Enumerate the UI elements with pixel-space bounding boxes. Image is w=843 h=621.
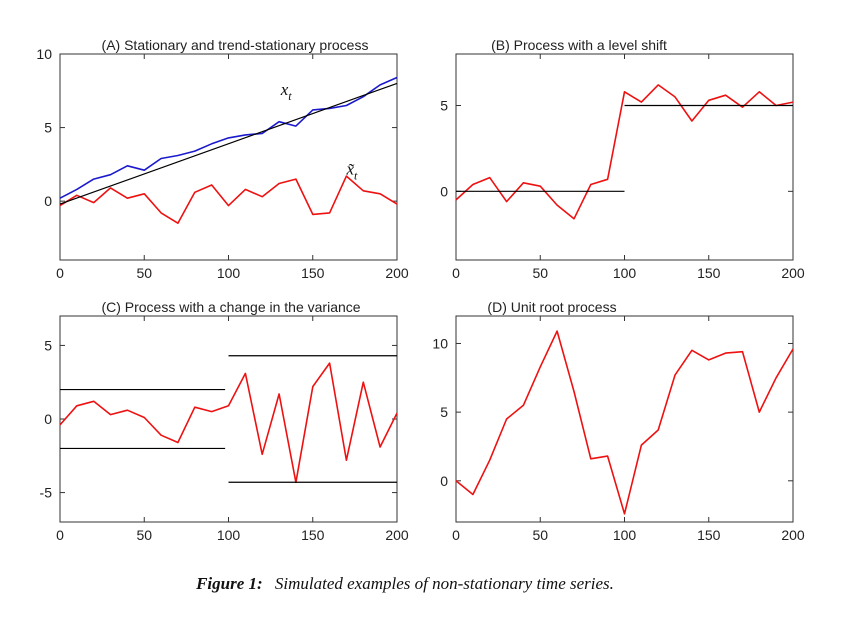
annotation-subscript: t [288, 89, 292, 103]
y-tick-label: 10 [432, 335, 448, 351]
panel-d: (D) Unit root process 0 50 100 150 200 0 5 10 [432, 299, 804, 543]
x-tick-label: 50 [136, 527, 152, 543]
x-tick-label: 200 [385, 265, 409, 281]
y-tick-label: 0 [44, 193, 52, 209]
x-tick-label: 200 [781, 265, 805, 281]
panel-b: (B) Process with a level shift 0 50 100 150… [440, 37, 805, 281]
series-line-unit-root [455, 330, 794, 515]
y-tick-label: 0 [440, 473, 448, 489]
svg-text:Figure 1: Simulated exam: Figure 1: Simulated examples of non-stat… [195, 574, 614, 593]
series-line-x_t [59, 76, 398, 199]
x-tick-label: 150 [697, 527, 721, 543]
series-annotation: xt [280, 80, 293, 103]
y-tick-label: 5 [44, 120, 52, 136]
plot-frame [59, 315, 398, 523]
annotation-label: x̃ [345, 160, 354, 179]
panel-b-title: (B) Process with a level shift [491, 37, 667, 53]
x-tick-label: 50 [136, 265, 152, 281]
y-tick-label: 5 [44, 337, 52, 353]
annotation-label: x [280, 80, 289, 99]
caption-text: Simulated examples of non-stationary tim… [275, 574, 614, 593]
x-tick-label: 50 [532, 265, 548, 281]
series-line-variance-change [59, 362, 398, 484]
panel-a: (A) Stationary and trend-stationary proc… [36, 37, 408, 281]
x-tick-label: 150 [697, 265, 721, 281]
x-tick-label: 0 [56, 265, 64, 281]
caption-lead: Figure 1: [195, 574, 263, 593]
x-tick-label: 0 [452, 265, 460, 281]
panel-c-title: (C) Process with a change in the varianc… [101, 299, 360, 315]
x-tick-label: 100 [613, 265, 637, 281]
series-line-level-shift [455, 84, 794, 220]
x-tick-label: 0 [56, 527, 64, 543]
x-tick-label: 100 [217, 265, 241, 281]
y-tick-label: -5 [40, 485, 53, 501]
x-tick-label: 200 [781, 527, 805, 543]
annotation-subscript: t [354, 169, 358, 183]
y-tick-label: 5 [440, 98, 448, 114]
panel-d-title: (D) Unit root process [487, 299, 616, 315]
x-tick-label: 150 [301, 265, 325, 281]
y-tick-label: 5 [440, 404, 448, 420]
x-tick-label: 200 [385, 527, 409, 543]
x-tick-label: 100 [217, 527, 241, 543]
series-line-x̃_t [59, 175, 398, 224]
x-tick-label: 50 [532, 527, 548, 543]
figure-caption: Figure 1: Simulated examples of non-stat… [195, 574, 614, 593]
reference-line-trend [59, 82, 398, 205]
plot-frame [59, 53, 398, 261]
x-tick-label: 150 [301, 527, 325, 543]
panel-a-title: (A) Stationary and trend-stationary proc… [102, 37, 369, 53]
x-tick-label: 0 [452, 527, 460, 543]
panel-c: (C) Process with a change in the varianc… [40, 299, 409, 543]
y-tick-label: 10 [36, 46, 52, 62]
x-tick-label: 100 [613, 527, 637, 543]
series-annotation: x̃t [345, 160, 358, 183]
y-tick-label: 0 [44, 411, 52, 427]
y-tick-label: 0 [440, 183, 448, 199]
plot-frame [455, 53, 794, 261]
